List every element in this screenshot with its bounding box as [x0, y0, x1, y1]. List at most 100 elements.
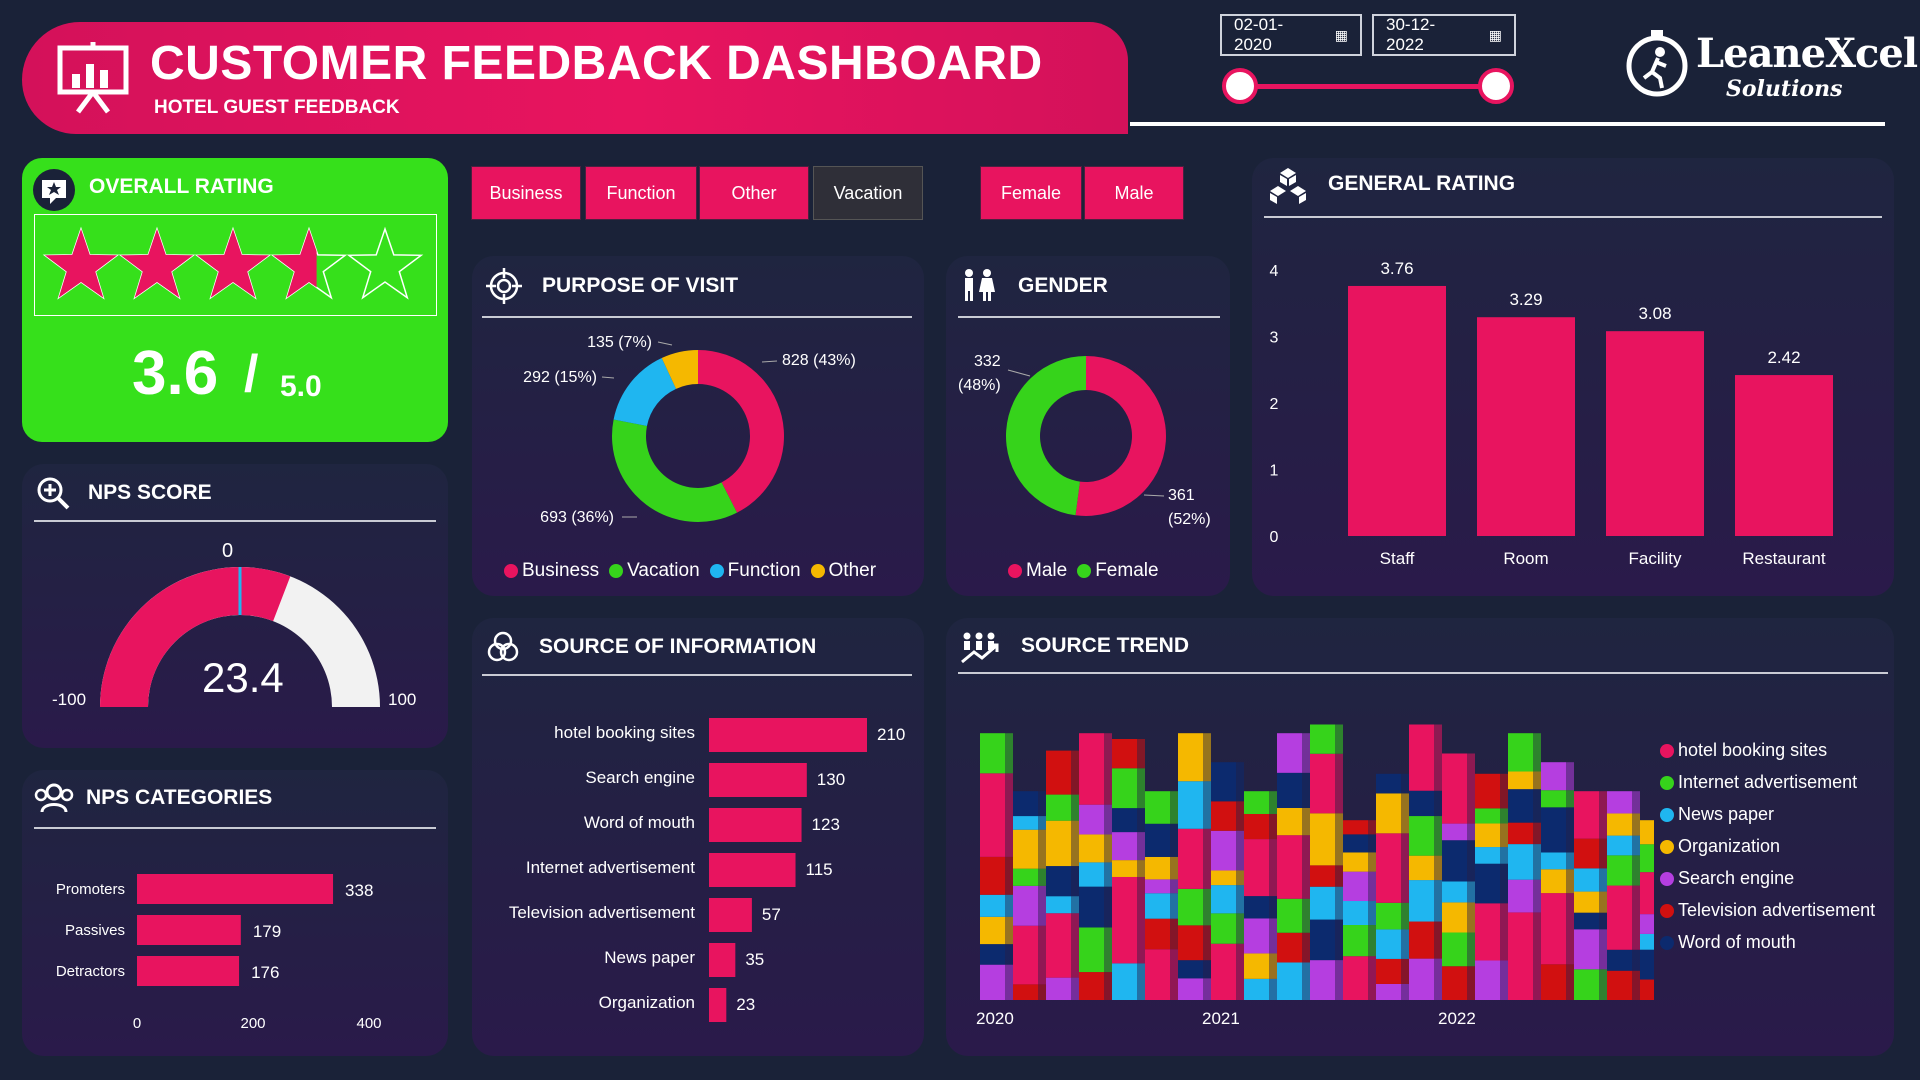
- star-filled-icon: [272, 229, 317, 298]
- filter-vacation-button[interactable]: Vacation: [813, 166, 923, 220]
- nps-score-divider: [34, 520, 436, 522]
- source-trend-segment: [1607, 855, 1632, 886]
- general-rating-value-label: 3.08: [1638, 304, 1671, 323]
- source-trend-segment: [1145, 918, 1170, 950]
- source-trend-ribbon: [1071, 794, 1079, 821]
- source-trend-ribbon: [1038, 868, 1046, 886]
- nps-category-label: Detractors: [56, 963, 125, 980]
- source-trend-segment: [1211, 913, 1236, 944]
- source-trend-segment: [1178, 781, 1203, 829]
- source-trend-segment: [1277, 932, 1302, 963]
- source-trend-divider: [958, 672, 1888, 674]
- source-bar: [709, 718, 867, 752]
- source-trend-ribbon: [1104, 886, 1112, 928]
- nps-axis-tick: 400: [356, 1015, 381, 1032]
- source-trend-ribbon: [1401, 958, 1409, 984]
- source-trend-segment: [1409, 855, 1434, 881]
- source-trend-ribbon: [1302, 932, 1310, 963]
- source-trend-ribbon: [1203, 781, 1211, 829]
- source-trend-ribbon: [1236, 885, 1244, 914]
- source-trend-ribbon: [1632, 813, 1640, 836]
- source-trend-segment: [1178, 733, 1203, 782]
- source-trend-segment: [1244, 896, 1269, 919]
- source-trend-segment: [1442, 881, 1467, 903]
- source-trend-title: SOURCE TREND: [1021, 634, 1190, 657]
- source-bar: [709, 853, 796, 887]
- date-from-field[interactable]: 02-01-2020 ▦: [1220, 14, 1362, 56]
- source-trend-ribbon: [1302, 733, 1310, 773]
- source-trend-segment: [1376, 833, 1401, 903]
- legend-dot-icon: [810, 563, 825, 578]
- source-trend-legend-item: hotel booking sites: [1660, 740, 1875, 761]
- source-of-information-card: [472, 618, 924, 1056]
- source-trend-ribbon: [1533, 912, 1541, 1000]
- date-range-slider-end-handle[interactable]: [1478, 68, 1514, 104]
- source-trend-ribbon: [1335, 960, 1343, 1000]
- source-trend-ribbon: [1170, 918, 1178, 950]
- source-trend-ribbon: [1005, 916, 1013, 945]
- source-trend-segment: [1178, 888, 1203, 926]
- general-rating-bar: [1735, 375, 1833, 536]
- source-trend-ribbon: [1005, 856, 1013, 895]
- nps-score-value: 23.4: [202, 654, 284, 701]
- source-trend-ribbon: [1038, 829, 1046, 869]
- general-rating-title: GENERAL RATING: [1328, 172, 1516, 195]
- filter-other-button[interactable]: Other: [699, 166, 809, 220]
- source-trend-ribbon: [1467, 966, 1475, 1000]
- source-trend-ribbon: [1500, 823, 1508, 848]
- nps-categories-chart: Promoters 338 Passives 179 Detractors 176 0 200…: [56, 874, 382, 1032]
- source-trend-ribbon: [1170, 949, 1178, 1000]
- source-trend-ribbon: [1071, 977, 1079, 1000]
- source-trend-ribbon: [1434, 921, 1442, 959]
- source-trend-ribbon: [1071, 866, 1079, 897]
- purpose-of-visit-legend-item: Function: [709, 560, 801, 581]
- source-trend-segment: [1508, 771, 1533, 790]
- purpose-of-visit-legend-item: Other: [810, 560, 876, 581]
- gender-divider: [958, 316, 1220, 318]
- filter-female-button[interactable]: Female: [980, 166, 1082, 220]
- nps-category-bar: [137, 956, 240, 986]
- nps-category-bar: [137, 874, 334, 904]
- source-trend-segment: [1145, 856, 1170, 880]
- source-trend-ribbon: [1467, 902, 1475, 933]
- source-trend-segment: [1211, 870, 1236, 886]
- source-trend-ribbon: [1566, 852, 1574, 870]
- purpose-of-visit-data-label: 828 (43%): [782, 352, 856, 369]
- filter-business-button[interactable]: Business: [471, 166, 581, 220]
- source-trend-ribbon: [1269, 791, 1277, 814]
- source-trend-segment: [1508, 789, 1533, 823]
- source-trend-segment: [1013, 984, 1038, 1000]
- gender-legend-item: Male: [1008, 560, 1067, 581]
- star-badge-icon: [32, 168, 76, 217]
- source-trend-segment: [1541, 852, 1566, 870]
- source-trend-segment: [1607, 813, 1632, 836]
- source-trend-segment: [1211, 762, 1236, 802]
- filter-function-button[interactable]: Function: [585, 166, 697, 220]
- source-trend-segment: [1508, 733, 1533, 772]
- source-trend-segment: [1013, 829, 1038, 869]
- source-trend-ribbon: [1467, 753, 1475, 824]
- source-trend-segment: [1475, 773, 1500, 809]
- source-trend-ribbon: [1434, 855, 1442, 881]
- source-trend-segment: [1574, 969, 1599, 1000]
- source-trend-segment: [1541, 964, 1566, 1000]
- source-trend-segment: [1079, 804, 1104, 835]
- source-trend-segment: [1343, 871, 1368, 902]
- gender-slice: [1006, 356, 1086, 516]
- date-range-slider-start-handle[interactable]: [1222, 68, 1258, 104]
- star-rating-box: [34, 214, 437, 316]
- purpose-of-visit-divider: [482, 316, 912, 318]
- date-to-field[interactable]: 30-12-2022 ▦: [1372, 14, 1516, 56]
- filter-male-button[interactable]: Male: [1084, 166, 1184, 220]
- date-range-slider-track[interactable]: [1240, 84, 1498, 89]
- source-trend-segment: [1079, 733, 1104, 805]
- purpose-of-visit-slice: [612, 419, 738, 522]
- source-trend-ribbon: [1533, 822, 1541, 845]
- source-category-label: Television advertisement: [509, 903, 695, 922]
- nps-gauge-target-label: 0: [222, 540, 234, 562]
- gender-donut: 361 (52%) 332 (48%): [958, 353, 1211, 528]
- source-trend-segment: [1442, 823, 1467, 841]
- source-trend-segment: [1640, 872, 1654, 915]
- nps-category-value-label: 179: [253, 922, 281, 941]
- source-trend-segment: [1013, 925, 1038, 985]
